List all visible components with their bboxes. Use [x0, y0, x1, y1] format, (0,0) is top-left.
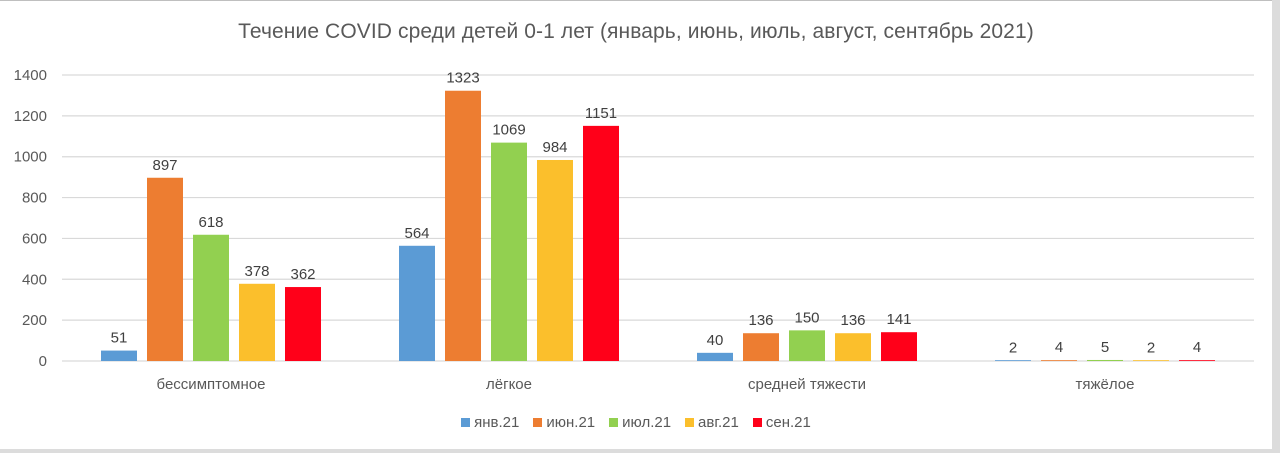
- data-label: 984: [542, 139, 567, 156]
- legend-label: июл.21: [622, 414, 672, 431]
- bar: [101, 350, 137, 361]
- y-tick-label: 1000: [14, 149, 47, 166]
- data-label: 51: [111, 330, 128, 347]
- x-axis: бессимптомное лёгкое средней тяжести тяжёло…: [157, 376, 1135, 393]
- data-label: 141: [886, 311, 911, 328]
- bar: [193, 234, 229, 361]
- legend-item: июл.21: [609, 414, 671, 431]
- x-category-label: средней тяжести: [748, 376, 866, 393]
- data-label: 1069: [492, 122, 525, 139]
- legend-item: июн.21: [533, 414, 595, 431]
- legend-item: сен.21: [752, 414, 811, 431]
- legend-swatch-icon: [752, 418, 762, 427]
- bar: [789, 330, 825, 361]
- bars: [101, 90, 1215, 361]
- data-label: 150: [794, 309, 819, 326]
- legend-swatch-icon: [685, 418, 695, 427]
- legend-label: янв.21: [474, 414, 520, 431]
- x-category-label: тяжёлое: [1076, 376, 1135, 393]
- window-edge-right: [1272, 0, 1280, 453]
- y-tick-label: 200: [22, 312, 47, 329]
- data-label: 1151: [585, 105, 617, 122]
- bar: [399, 245, 435, 361]
- data-label: 136: [840, 312, 865, 329]
- bar: [1041, 360, 1077, 361]
- y-tick-label: 1400: [14, 67, 47, 84]
- data-label: 4: [1193, 339, 1201, 356]
- data-label: 2: [1009, 340, 1017, 357]
- legend-label: авг.21: [698, 414, 739, 431]
- y-axis: 0 200 400 600 800 1000 1200 1400: [14, 67, 47, 370]
- bar: [1087, 359, 1123, 361]
- data-label: 564: [404, 225, 429, 242]
- data-label: 897: [152, 157, 177, 174]
- data-label: 378: [244, 263, 269, 280]
- x-category-label: бессимптомное: [157, 376, 266, 393]
- legend: янв.21 июн.21 июл.21 авг.21 сен.21: [0, 414, 1272, 431]
- data-label: 4: [1055, 339, 1063, 356]
- x-category-label: лёгкое: [486, 376, 532, 393]
- bar: [743, 333, 779, 361]
- data-label: 618: [198, 214, 223, 231]
- data-label: 2: [1147, 340, 1155, 357]
- bar: [835, 333, 871, 361]
- legend-label: сен.21: [765, 414, 811, 431]
- bar: [881, 332, 917, 361]
- bar: [537, 159, 573, 361]
- bar: [147, 177, 183, 361]
- bar: [491, 142, 527, 361]
- legend-item: янв.21: [461, 414, 519, 431]
- data-label: 136: [748, 312, 773, 329]
- data-label: 1323: [446, 70, 479, 87]
- window-edge-bottom: [0, 449, 1280, 453]
- bar: [995, 360, 1031, 361]
- y-tick-label: 600: [22, 230, 47, 247]
- bar: [1133, 360, 1169, 361]
- bar: [583, 125, 619, 361]
- legend-swatch-icon: [461, 418, 471, 427]
- bar: [445, 90, 481, 361]
- bar: [1179, 360, 1215, 361]
- data-labels: 51 897 618 378 362 564 1323 1069 984 1151 40 136 150…: [111, 70, 1202, 357]
- bar: [285, 287, 321, 361]
- legend-item: авг.21: [685, 414, 739, 431]
- y-tick-label: 1200: [14, 108, 47, 125]
- legend-swatch-icon: [609, 418, 619, 427]
- bar: [239, 283, 275, 361]
- y-tick-label: 0: [39, 353, 47, 370]
- bar: [697, 352, 733, 361]
- legend-label: июн.21: [546, 414, 596, 431]
- y-tick-label: 400: [22, 271, 47, 288]
- data-label: 362: [290, 266, 315, 283]
- y-tick-label: 800: [22, 190, 47, 207]
- data-label: 40: [707, 332, 724, 349]
- data-label: 5: [1101, 339, 1109, 356]
- chart-title: Течение COVID среди детей 0-1 лет (январ…: [238, 20, 1034, 43]
- legend-swatch-icon: [533, 418, 543, 427]
